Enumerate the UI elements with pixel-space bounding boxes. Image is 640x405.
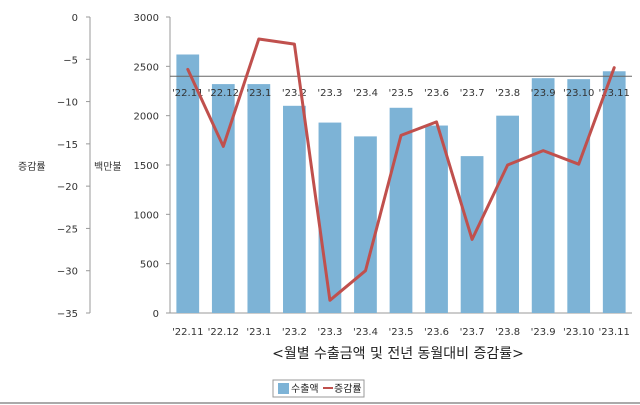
x-category-label: '23.1 bbox=[246, 327, 271, 338]
line-series bbox=[186, 37, 616, 302]
right-axis-title: 백만불 bbox=[94, 161, 122, 173]
growth-rate-line bbox=[186, 37, 616, 302]
chart-caption: <월별 수출금액 및 전년 동월대비 증감률> bbox=[272, 346, 524, 362]
x-category-label: '23.7 bbox=[460, 327, 485, 338]
left-tick-label: −20 bbox=[57, 182, 78, 193]
bar bbox=[354, 136, 377, 313]
legend-label-line: 증감률 bbox=[334, 383, 362, 395]
bar-category-label: '23.8 bbox=[495, 88, 520, 99]
right-tick-label: 1000 bbox=[134, 210, 159, 221]
bar-category-label: '22.12 bbox=[208, 88, 239, 99]
left-tick-label: −30 bbox=[57, 267, 78, 278]
bar bbox=[247, 84, 271, 314]
legend-label-bar: 수출액 bbox=[291, 383, 319, 395]
left-axis-title: 증감률 bbox=[18, 161, 46, 173]
left-tick-label: −5 bbox=[63, 55, 78, 66]
x-category-label: '23.8 bbox=[495, 327, 520, 338]
bar bbox=[283, 105, 306, 313]
bar-inner-category-labels: '22.11 '22.12 '23.1 '23.2 '23.3 '23.4 '23.5 '23… bbox=[172, 88, 630, 99]
bar bbox=[602, 71, 626, 314]
bar-series bbox=[170, 54, 632, 314]
left-tick-label: −15 bbox=[57, 140, 78, 151]
bar bbox=[531, 78, 555, 313]
bar bbox=[211, 84, 235, 314]
left-axis-ticks: 0 −5 −10 −15 −20 −25 −30 −35 bbox=[57, 13, 90, 320]
right-tick-label: 1500 bbox=[134, 161, 159, 172]
right-axis-ticks: 3000 2500 2000 1500 1000 500 0 bbox=[134, 13, 170, 320]
x-category-label: '23.3 bbox=[317, 327, 342, 338]
bar-category-label: '23.9 bbox=[531, 88, 556, 99]
x-axis-category-labels: '22.11 '22.12 '23.1 '23.2 '23.3 '23.4 '23.5 '23… bbox=[172, 327, 630, 338]
x-category-label: '23.11 bbox=[599, 327, 630, 338]
left-tick-label: −10 bbox=[57, 98, 78, 109]
x-category-label: '23.10 bbox=[563, 327, 594, 338]
right-tick-label: 0 bbox=[153, 309, 159, 320]
bar bbox=[318, 122, 342, 313]
bar-category-label: '23.5 bbox=[388, 88, 413, 99]
right-tick-label: 2000 bbox=[134, 112, 159, 123]
left-tick-label: 0 bbox=[72, 13, 78, 24]
legend-box bbox=[272, 379, 365, 398]
x-category-label: '23.5 bbox=[388, 327, 413, 338]
bar-category-label: '23.10 bbox=[563, 88, 594, 99]
x-category-label: '23.2 bbox=[282, 327, 307, 338]
x-category-label: '23.6 bbox=[424, 327, 449, 338]
legend-swatch-bar bbox=[278, 383, 289, 394]
right-tick-label: 2500 bbox=[134, 62, 159, 73]
right-tick-label: 500 bbox=[140, 260, 159, 271]
bar bbox=[425, 125, 448, 314]
bar bbox=[496, 115, 519, 314]
bar bbox=[176, 54, 200, 313]
bar-category-label: '23.11 bbox=[599, 88, 630, 99]
x-category-label: '23.9 bbox=[531, 327, 556, 338]
bar-category-label: '22.11 bbox=[172, 88, 203, 99]
legend: 수출액 증감률 bbox=[272, 379, 365, 398]
x-category-label: '23.4 bbox=[353, 327, 378, 338]
bar-category-label: '23.3 bbox=[317, 88, 342, 99]
bar bbox=[567, 79, 591, 313]
x-category-label: '22.11 bbox=[172, 327, 203, 338]
x-category-label: '22.12 bbox=[208, 327, 239, 338]
left-tick-label: −25 bbox=[57, 224, 78, 235]
bar-category-label: '23.7 bbox=[460, 88, 485, 99]
left-tick-label: −35 bbox=[57, 309, 78, 320]
bar-category-label: '23.6 bbox=[424, 88, 449, 99]
right-tick-label: 3000 bbox=[134, 13, 159, 24]
bar-category-label: '23.2 bbox=[282, 88, 307, 99]
bar-category-label: '23.4 bbox=[353, 88, 378, 99]
bar-category-label: '23.1 bbox=[246, 88, 271, 99]
